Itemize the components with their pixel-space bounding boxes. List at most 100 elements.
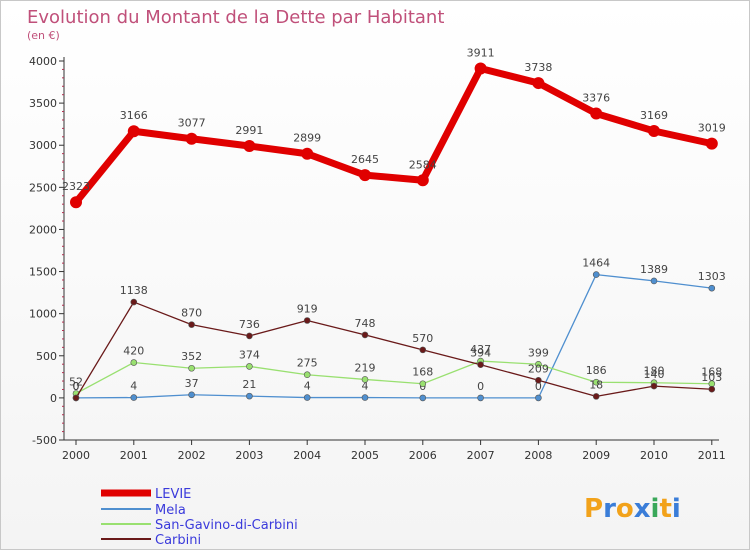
series-line <box>75 273 712 399</box>
data-point <box>361 394 369 401</box>
series-layer: 0437214400014641389130352420352374275219… <box>62 46 726 402</box>
x-tick-label: 2011 <box>698 449 726 462</box>
y-tick-label: 2500 <box>29 181 57 194</box>
data-label: 52 <box>69 376 83 389</box>
data-label: 4 <box>304 380 311 393</box>
legend-label: Mela <box>155 503 186 518</box>
data-label: 2991 <box>235 124 263 137</box>
y-tick-label: 3000 <box>29 139 57 152</box>
data-label: 4 <box>130 380 137 393</box>
data-label: 748 <box>355 317 376 330</box>
series-mela: 04372144000146413891303 <box>73 257 726 402</box>
data-point <box>535 394 542 402</box>
y-tick-label: 0 <box>50 392 57 405</box>
data-point <box>361 376 369 383</box>
data-label: 1138 <box>120 284 148 297</box>
data-label: 180 <box>644 365 665 378</box>
data-point <box>246 363 253 370</box>
data-label: 394 <box>470 347 491 360</box>
data-label: 219 <box>355 361 376 374</box>
series-carbini: 0 1138 870 736 919 748 570 394 209 18 140 103 <box>72 284 722 402</box>
data-point <box>301 147 314 160</box>
y-tick-label: 1000 <box>29 308 57 321</box>
data-point <box>419 394 427 402</box>
data-label: 3738 <box>524 61 552 74</box>
series-line <box>75 360 712 395</box>
data-label: 186 <box>586 364 607 377</box>
data-label: 374 <box>239 348 260 361</box>
data-label: 21 <box>242 378 256 391</box>
data-label: 736 <box>239 318 260 331</box>
y-tick-label: -500 <box>32 434 57 447</box>
y-tick-label: 3500 <box>29 97 57 110</box>
data-label: 0 <box>73 380 80 393</box>
data-point <box>188 321 195 328</box>
proxiti-logo-text: Proxiti <box>584 494 681 524</box>
data-label: 3911 <box>467 46 495 59</box>
data-label: 3019 <box>698 122 726 135</box>
legend-label: LEVIE <box>155 487 191 502</box>
data-point <box>246 392 253 400</box>
data-label: 570 <box>412 332 433 345</box>
data-point <box>477 361 484 369</box>
data-point <box>535 360 542 368</box>
data-label: 168 <box>412 366 433 379</box>
data-point <box>592 378 600 386</box>
data-label: 352 <box>181 350 202 363</box>
data-label: 2899 <box>293 132 321 145</box>
data-label: 37 <box>185 377 199 390</box>
data-point <box>185 132 198 145</box>
data-point <box>72 394 80 402</box>
logo-letter: r <box>603 494 616 524</box>
data-label: 919 <box>297 302 318 315</box>
data-point <box>532 77 545 90</box>
data-label: 209 <box>528 362 549 375</box>
data-point <box>648 124 660 137</box>
x-tick-label: 2007 <box>467 449 495 462</box>
y-tick-label: 500 <box>36 350 57 363</box>
chart-subtitle: (en €) <box>27 29 60 42</box>
x-tick-label: 2001 <box>120 449 148 462</box>
x-tick-label: 2006 <box>409 449 437 462</box>
logo-letter: i <box>651 494 660 524</box>
y-tick-label: 1500 <box>29 266 57 279</box>
data-label: 3166 <box>120 109 148 122</box>
logo-letter: t <box>659 494 671 524</box>
series-levie: 2323 3166 3077 2991 2899 2645 2584 3911 3738 3376… <box>62 46 726 209</box>
data-point <box>70 196 82 209</box>
x-tick-label: 2009 <box>582 449 610 462</box>
data-point <box>416 174 429 187</box>
chart-title: Evolution du Montant de la Dette par Hab… <box>27 7 444 28</box>
y-tick-label: 4000 <box>29 55 57 68</box>
series-line <box>75 301 712 399</box>
data-point <box>130 359 138 366</box>
data-point <box>590 107 603 120</box>
data-label: 103 <box>701 371 722 384</box>
data-point <box>188 364 195 372</box>
data-point <box>361 331 369 339</box>
data-point <box>592 271 600 278</box>
legend-label: San-Gavino-di-Carbini <box>155 518 298 533</box>
data-point <box>708 284 716 292</box>
series-line <box>73 64 713 205</box>
data-point <box>705 137 718 150</box>
data-point <box>303 371 311 379</box>
data-label: 168 <box>701 366 722 379</box>
data-label: 3077 <box>178 117 206 130</box>
data-label: 4 <box>362 380 369 393</box>
legend-label: Carbini <box>155 533 201 548</box>
data-label: 870 <box>181 307 202 320</box>
data-label: 3169 <box>640 109 668 122</box>
data-point <box>130 298 138 306</box>
data-point <box>130 394 138 401</box>
data-point <box>592 393 600 400</box>
data-point <box>419 346 427 354</box>
x-tick-label: 2004 <box>293 449 321 462</box>
data-label: 437 <box>470 343 491 356</box>
x-tick-label: 2003 <box>235 449 263 462</box>
data-point <box>477 394 484 402</box>
x-tick-label: 2005 <box>351 449 379 462</box>
